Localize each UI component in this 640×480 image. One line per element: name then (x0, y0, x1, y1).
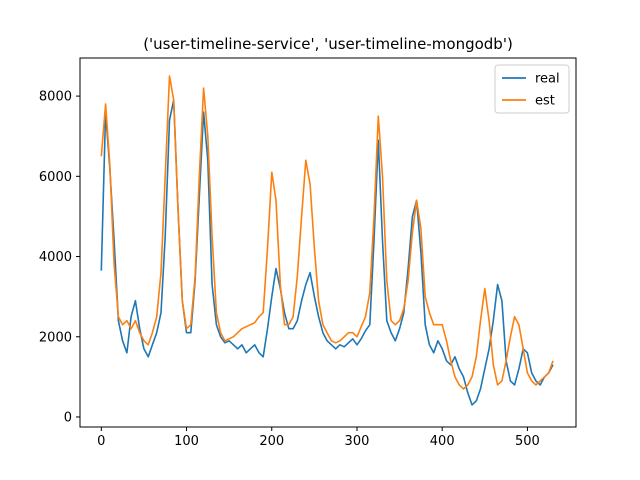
series-layer (100, 75, 554, 406)
legend-label-est: est (535, 94, 555, 109)
y-tick-label: 4000 (39, 250, 72, 265)
y-tick-label: 8000 (39, 90, 72, 105)
plot-frame (79, 57, 577, 428)
y-tick-label: 2000 (39, 330, 72, 345)
chart-title: ('user-timeline-service', 'user-timeline… (143, 35, 513, 53)
x-tick-label: 0 (97, 434, 105, 449)
x-tick-label: 100 (174, 434, 199, 449)
series-line-est (100, 75, 554, 390)
x-tick-label: 200 (259, 434, 284, 449)
legend-box (494, 64, 570, 114)
y-tick-label: 0 (64, 410, 72, 425)
x-tick-label: 300 (345, 434, 370, 449)
x-tick-label: 400 (430, 434, 455, 449)
y-tick-label: 6000 (39, 170, 72, 185)
y-axis: 0 2000 4000 6000 8000 (39, 90, 80, 425)
legend: real est (494, 64, 570, 114)
x-tick-label: 500 (515, 434, 540, 449)
legend-label-real: real (535, 72, 560, 87)
x-axis: 0 100 200 300 400 500 (97, 427, 540, 449)
